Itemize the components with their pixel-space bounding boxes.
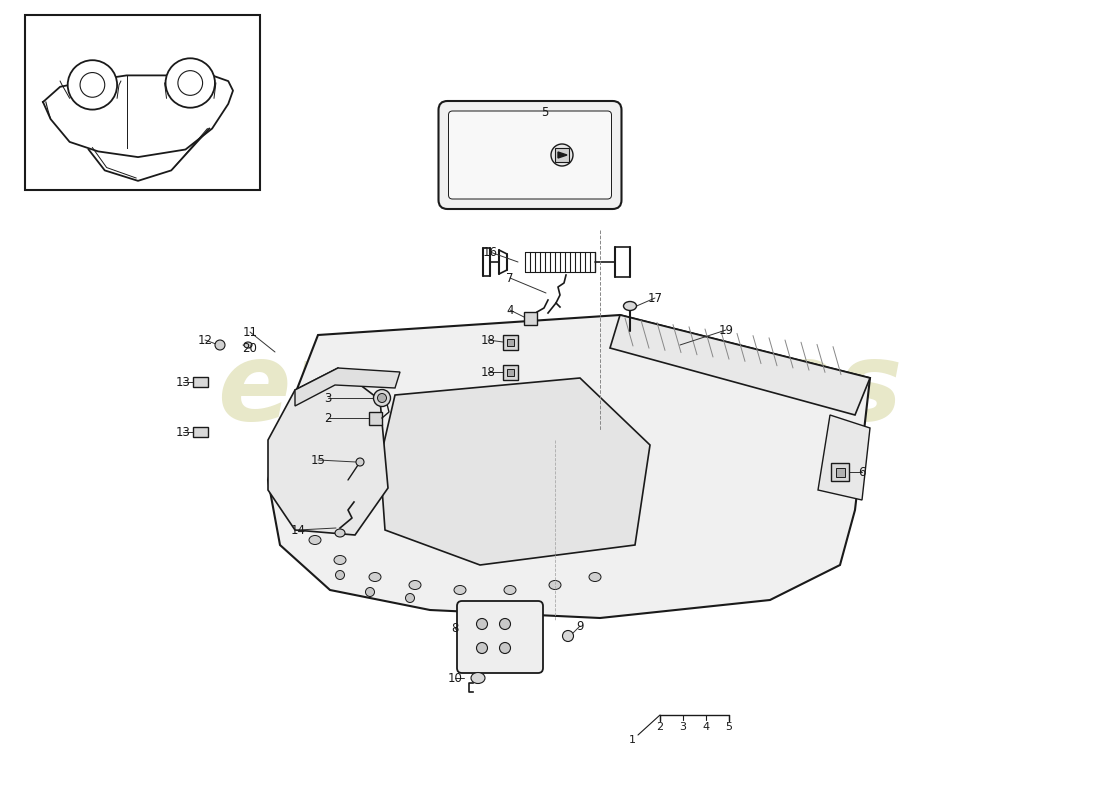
FancyBboxPatch shape: [449, 111, 612, 199]
Ellipse shape: [406, 594, 415, 602]
Bar: [556, 148, 569, 162]
Bar: [25, 15, 260, 190]
Text: 11: 11: [242, 326, 257, 338]
Text: 5: 5: [541, 106, 549, 119]
Bar: [830, 463, 849, 481]
Ellipse shape: [80, 73, 104, 98]
Ellipse shape: [368, 573, 381, 582]
Ellipse shape: [588, 573, 601, 582]
Text: 4: 4: [506, 303, 514, 317]
Text: 12: 12: [198, 334, 212, 346]
Text: 14: 14: [290, 523, 306, 537]
Polygon shape: [268, 368, 388, 535]
Ellipse shape: [336, 529, 345, 537]
Ellipse shape: [562, 630, 573, 642]
Text: 17: 17: [648, 291, 662, 305]
Ellipse shape: [499, 618, 510, 630]
Bar: [192, 377, 208, 387]
Ellipse shape: [309, 535, 321, 545]
Text: 13: 13: [176, 375, 190, 389]
Text: 7: 7: [506, 271, 514, 285]
Bar: [503, 365, 518, 380]
Ellipse shape: [504, 586, 516, 594]
Ellipse shape: [499, 642, 510, 654]
Ellipse shape: [549, 581, 561, 590]
Text: 2: 2: [324, 411, 332, 425]
Text: 1: 1: [628, 735, 636, 745]
Ellipse shape: [377, 394, 386, 402]
Text: 18: 18: [481, 334, 495, 346]
Ellipse shape: [68, 60, 117, 110]
Text: eurospares: eurospares: [218, 337, 903, 443]
Bar: [192, 427, 208, 437]
Text: 19: 19: [718, 323, 734, 337]
Ellipse shape: [551, 144, 573, 166]
Polygon shape: [818, 415, 870, 500]
Ellipse shape: [374, 390, 390, 406]
Bar: [368, 412, 382, 425]
Text: a passion for parts since 1985: a passion for parts since 1985: [290, 430, 770, 610]
Text: 16: 16: [483, 246, 497, 258]
Text: 8: 8: [451, 622, 459, 634]
Polygon shape: [295, 368, 400, 406]
Bar: [507, 369, 514, 376]
Ellipse shape: [214, 340, 225, 350]
Ellipse shape: [454, 586, 466, 594]
Text: 3: 3: [324, 391, 332, 405]
Text: 18: 18: [481, 366, 495, 378]
Polygon shape: [268, 315, 870, 618]
Ellipse shape: [166, 58, 214, 108]
FancyBboxPatch shape: [439, 101, 622, 209]
Ellipse shape: [365, 587, 374, 597]
Ellipse shape: [356, 458, 364, 466]
Text: 6: 6: [858, 466, 866, 478]
Text: 4: 4: [703, 722, 710, 732]
Text: 2: 2: [657, 722, 663, 732]
Ellipse shape: [336, 570, 344, 579]
Polygon shape: [379, 378, 650, 565]
Text: 20: 20: [243, 342, 257, 354]
Bar: [836, 468, 845, 477]
Text: 10: 10: [448, 671, 462, 685]
Text: 15: 15: [310, 454, 326, 466]
FancyBboxPatch shape: [456, 601, 543, 673]
Text: 9: 9: [576, 619, 584, 633]
Bar: [503, 335, 518, 350]
Text: 5: 5: [726, 722, 733, 732]
Bar: [524, 312, 537, 325]
Ellipse shape: [476, 642, 487, 654]
Ellipse shape: [178, 70, 202, 95]
Ellipse shape: [624, 302, 637, 310]
Text: 3: 3: [680, 722, 686, 732]
Polygon shape: [610, 315, 870, 415]
Text: 13: 13: [176, 426, 190, 438]
Ellipse shape: [476, 618, 487, 630]
Polygon shape: [558, 152, 566, 158]
Ellipse shape: [244, 342, 252, 348]
Bar: [507, 339, 514, 346]
Ellipse shape: [409, 581, 421, 590]
Ellipse shape: [334, 555, 346, 565]
Ellipse shape: [471, 673, 485, 683]
